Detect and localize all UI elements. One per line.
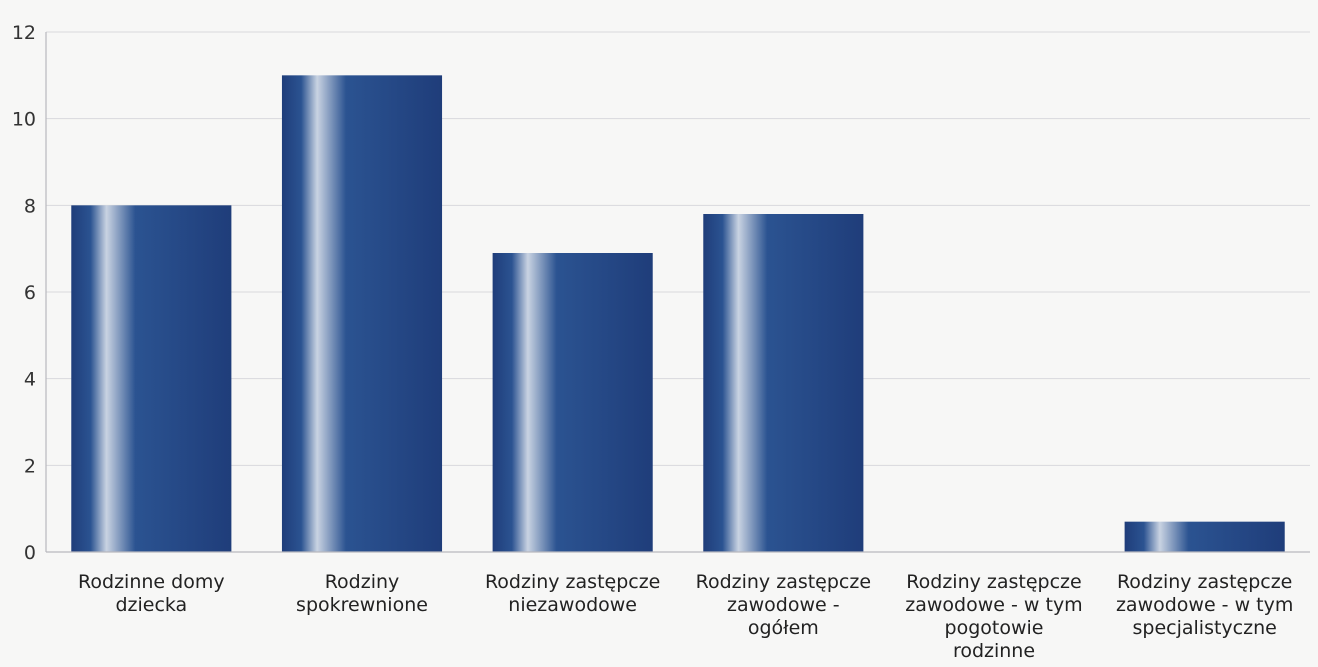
bar-2	[281, 75, 443, 552]
y-tick-label: 10	[12, 109, 36, 131]
x-category-label: Rodziny zastępcze zawodowe -ogółem	[696, 571, 871, 639]
gridlines	[46, 31, 1310, 466]
x-category-label: Rodziny zastępcze niezawodowe	[485, 571, 660, 616]
y-tick-label: 2	[24, 455, 36, 477]
y-tick-label: 12	[12, 22, 36, 44]
bars	[71, 75, 1285, 553]
x-category-label: Rodziny spokrewnione	[296, 571, 428, 616]
y-tick-label: 4	[24, 369, 36, 391]
bar-4	[703, 214, 864, 552]
x-category-label: Rodziny zastępcze zawodowe - w tym pogotow…	[905, 571, 1082, 662]
x-category-label: Rodziny zastępcze zawodowe - w tym specjal…	[1116, 571, 1293, 639]
bar-1	[71, 205, 232, 553]
x-category-label: Rodzinne domy dziecka	[78, 571, 225, 616]
y-tick-label: 0	[24, 542, 36, 564]
labels: 0 2 4 6 8 10 12 Rodzinne domy dziecka Rodziny spok…	[12, 22, 1294, 662]
y-tick-label: 8	[24, 195, 36, 217]
y-tick-label: 6	[24, 282, 36, 304]
bar-3	[492, 253, 653, 552]
axes	[45, 32, 1310, 553]
bar-6	[1124, 521, 1285, 552]
